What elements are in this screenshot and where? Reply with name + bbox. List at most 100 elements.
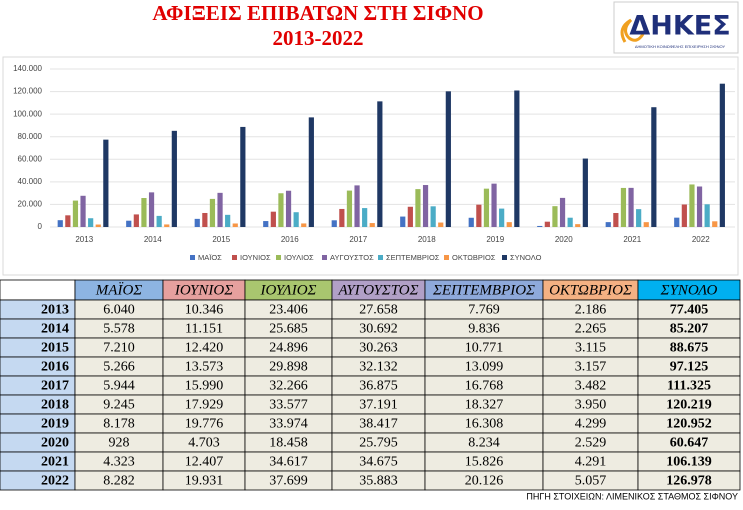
cell-value: 16.768 xyxy=(465,379,504,394)
bar xyxy=(415,189,421,227)
year-label: 2018 xyxy=(41,398,69,413)
bar xyxy=(620,187,627,227)
bar xyxy=(346,190,353,227)
y-tick-label: 40.000 xyxy=(18,177,43,186)
header-label: ΙΟΥΝΙΟΣ xyxy=(174,282,233,298)
cell-value: 20.126 xyxy=(465,474,504,489)
total-value: 111.325 xyxy=(667,379,711,394)
bar xyxy=(696,186,703,227)
header-label: ΙΟΥΛΙΟΣ xyxy=(260,282,317,298)
cell-value: 11.151 xyxy=(185,322,223,337)
x-tick-label: 2015 xyxy=(212,235,230,244)
cell-value: 32.132 xyxy=(359,360,398,375)
bar xyxy=(476,204,482,227)
bar xyxy=(194,218,200,227)
year-label: 2020 xyxy=(41,436,69,451)
cell-value: 5.266 xyxy=(103,360,135,375)
logo-frame xyxy=(613,1,739,54)
cell-value: 8.178 xyxy=(103,417,135,432)
bar xyxy=(483,188,490,227)
cell-value: 13.573 xyxy=(185,360,224,375)
bar xyxy=(141,198,147,227)
bar xyxy=(552,206,558,227)
cell-value: 4.299 xyxy=(575,417,607,432)
logo: ΔΗΚΕΣ ΔΗΜΟΤΙΚΗ ΚΟΙΝΩΦΕΛΗΣ ΕΠΙΧΕΙΡΗΣΗ ΣΙΦ… xyxy=(613,1,739,54)
cell-value: 12.420 xyxy=(185,341,224,356)
total-value: 88.675 xyxy=(670,341,709,356)
header-label: ΑΥΓΟΥΣΤΟΣ xyxy=(337,282,418,298)
cell-value: 8.234 xyxy=(468,436,500,451)
bar xyxy=(468,217,474,227)
cell-value: 9.245 xyxy=(103,398,135,413)
legend-label: ΜΑΪΟΣ xyxy=(198,253,222,262)
cell-value: 38.417 xyxy=(359,417,398,432)
bar xyxy=(202,212,208,227)
x-tick-label: 2018 xyxy=(418,235,436,244)
bar xyxy=(362,208,368,227)
cell-value: 16.308 xyxy=(465,417,504,432)
cell-value: 2.186 xyxy=(575,303,607,318)
y-tick-label: 140.000 xyxy=(13,64,42,73)
cell-value: 7.210 xyxy=(103,341,135,356)
x-tick-label: 2016 xyxy=(281,235,299,244)
total-value: 120.952 xyxy=(666,417,712,432)
y-tick-label: 120.000 xyxy=(13,87,42,96)
cell-value: 33.577 xyxy=(269,398,308,413)
cell-value: 3.950 xyxy=(575,398,607,413)
cell-value: 10.346 xyxy=(185,303,224,318)
total-value: 120.219 xyxy=(666,398,712,413)
cell-value: 8.282 xyxy=(103,474,135,489)
legend-label: ΑΥΓΟΥΣΤΟΣ xyxy=(330,253,374,262)
total-value: 85.207 xyxy=(670,322,709,337)
bar xyxy=(544,221,550,227)
legend-swatch xyxy=(444,255,449,260)
bar xyxy=(430,206,436,227)
x-tick-label: 2017 xyxy=(349,235,367,244)
bar xyxy=(422,185,429,227)
bar xyxy=(339,208,345,227)
bar xyxy=(643,222,649,227)
year-label: 2022 xyxy=(41,474,69,489)
bar xyxy=(575,224,581,227)
x-tick-label: 2014 xyxy=(144,235,162,244)
total-value: 126.978 xyxy=(666,474,712,489)
cell-value: 12.407 xyxy=(185,455,224,470)
cell-value: 29.898 xyxy=(269,360,308,375)
cell-value: 35.883 xyxy=(359,474,398,489)
bar xyxy=(674,217,680,227)
cell-value: 5.057 xyxy=(575,474,607,489)
total-value: 106.139 xyxy=(666,455,712,470)
x-tick-label: 2020 xyxy=(555,235,573,244)
cell-value: 3.482 xyxy=(575,379,607,394)
bar xyxy=(605,222,611,227)
bar xyxy=(293,212,299,227)
cell-value: 4.323 xyxy=(103,455,135,470)
legend-swatch xyxy=(322,255,327,260)
cell-value: 37.699 xyxy=(269,474,308,489)
cell-value: 23.406 xyxy=(269,303,308,318)
bar xyxy=(651,107,657,227)
bar xyxy=(613,212,619,227)
header-label: ΣΥΝΟΛΟ xyxy=(660,282,718,298)
y-tick-label: 100.000 xyxy=(13,109,42,118)
cell-value: 36.875 xyxy=(359,379,398,394)
x-tick-label: 2022 xyxy=(692,235,710,244)
legend-swatch xyxy=(502,255,507,260)
bar xyxy=(308,117,314,227)
bar xyxy=(354,185,360,227)
bar xyxy=(704,204,710,227)
bar xyxy=(80,195,86,227)
bar xyxy=(164,224,170,227)
cell-value: 18.327 xyxy=(465,398,504,413)
bar xyxy=(171,130,177,227)
year-label: 2013 xyxy=(41,303,69,318)
bar xyxy=(88,218,94,227)
cell-value: 37.191 xyxy=(359,398,398,413)
cell-value: 2.529 xyxy=(575,436,607,451)
bar xyxy=(232,223,238,227)
cell-value: 19.931 xyxy=(185,474,224,489)
cell-value: 30.692 xyxy=(359,322,398,337)
data-table: ΜΑΪΟΣ ΙΟΥΝΙΟΣ ΙΟΥΛΙΟΣ ΑΥΓΟΥΣΤΟΣ ΣΕΠΤΕΜΒΡΙΟΣ Ο… xyxy=(0,279,741,491)
bar xyxy=(582,158,588,227)
